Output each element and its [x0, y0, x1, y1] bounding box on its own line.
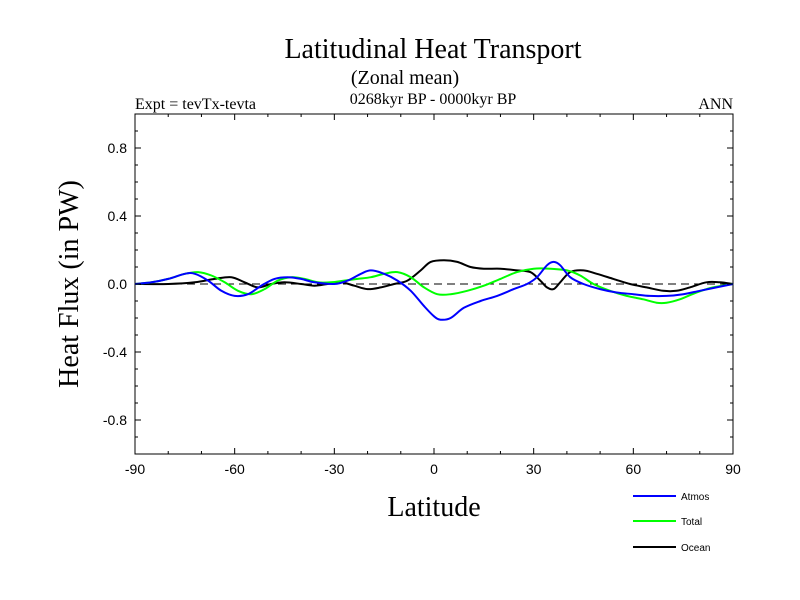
y-tick-label: -0.8 — [103, 412, 127, 428]
chart-period: 0268kyr BP - 0000kyr BP — [350, 91, 517, 108]
chart-subtitle: (Zonal mean) — [351, 67, 459, 89]
x-tick-label: -60 — [225, 461, 245, 477]
legend-label-total: Total — [681, 517, 702, 528]
chart-title: Latitudinal Heat Transport — [284, 34, 581, 65]
y-tick-label: 0.4 — [108, 208, 128, 224]
legend-label-atmos: Atmos — [681, 492, 709, 503]
x-tick-label: 90 — [725, 461, 741, 477]
series-line-total — [134, 267, 734, 305]
y-axis-label: Heat Flux (in PW) — [54, 180, 85, 388]
y-tick-label: -0.4 — [103, 344, 127, 360]
x-tick-label: 0 — [430, 461, 438, 477]
experiment-label: Expt = tevTx-tevta — [135, 96, 256, 113]
legend-label-ocean: Ocean — [681, 543, 710, 554]
season-label: ANN — [698, 96, 733, 113]
series-line-ocean — [134, 259, 734, 293]
y-tick-label: 0.0 — [108, 276, 128, 292]
x-tick-label: 30 — [526, 461, 542, 477]
x-tick-label: -30 — [324, 461, 344, 477]
x-tick-label: -90 — [125, 461, 145, 477]
series-line-atmos — [134, 260, 734, 321]
x-axis-label: Latitude — [387, 492, 480, 523]
x-tick-label: 60 — [626, 461, 642, 477]
y-tick-label: 0.8 — [108, 140, 128, 156]
